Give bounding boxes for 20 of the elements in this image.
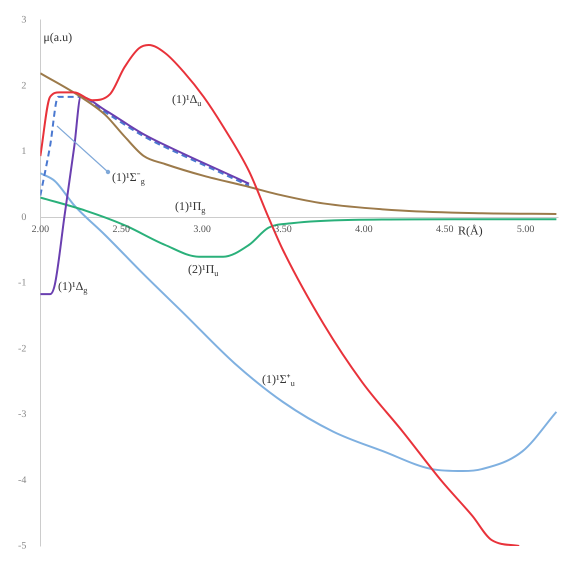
y-tick-label: -2 [18, 343, 26, 354]
y-tick-label: 1 [21, 146, 26, 158]
x-tick-label: 3.00 [193, 224, 211, 235]
x-tick-label: 5.00 [516, 224, 534, 235]
y-tick-label: 2 [21, 80, 26, 92]
y-tick-label: -3 [18, 409, 26, 420]
x-tick-label: 4.00 [355, 224, 373, 235]
line-series [40, 96, 250, 197]
y-tick-label: -5 [18, 540, 26, 552]
x-tick-label: 4.50 [436, 224, 454, 235]
y-tick-label: 3 [21, 14, 26, 26]
x-tick-label: 2.00 [32, 224, 50, 235]
x-axis-title: R(Å) [458, 223, 483, 238]
y-tick-label: -4 [18, 474, 26, 486]
x-tick-label: 3.50 [274, 224, 292, 235]
y-tick-label: -1 [18, 278, 26, 289]
y-axis-title: μ(a.u) [43, 30, 72, 44]
y-tick-label: 0 [21, 212, 26, 223]
x-tick-label: 2.50 [112, 224, 130, 235]
line-series [40, 72, 558, 215]
